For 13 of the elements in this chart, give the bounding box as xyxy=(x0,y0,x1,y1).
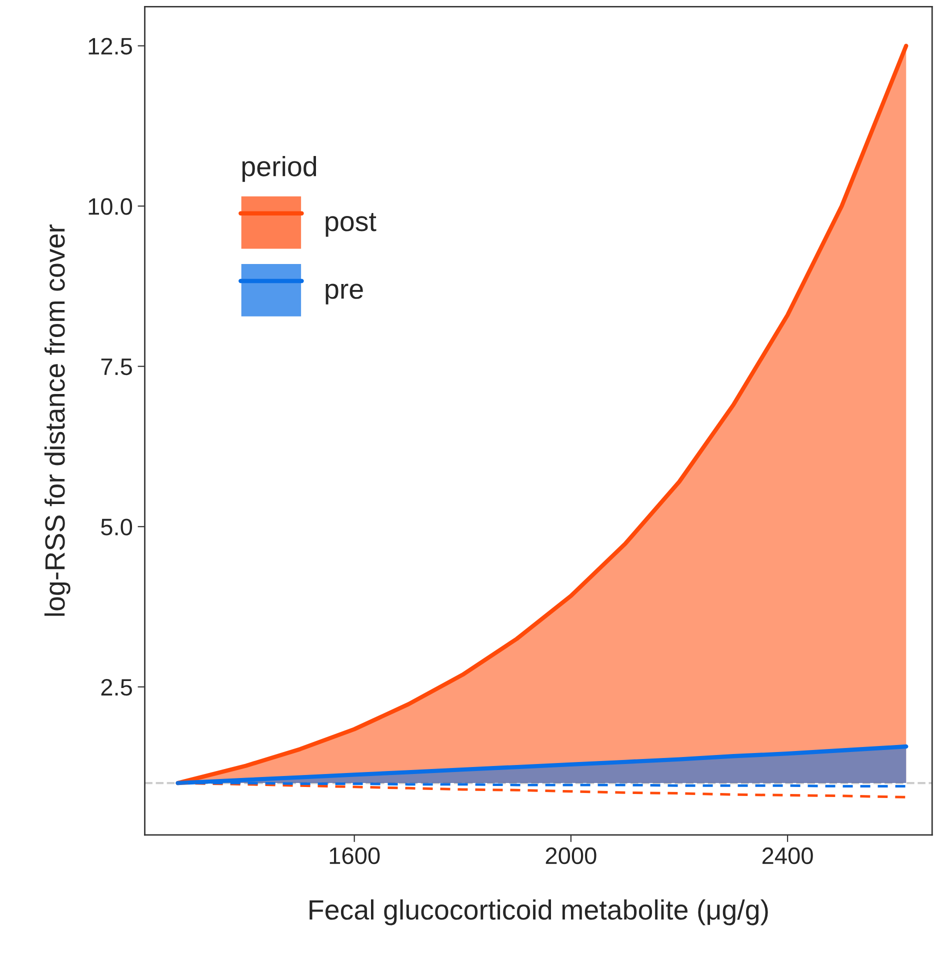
y-tick-label: 10.0 xyxy=(88,198,132,215)
x-axis-title: Fecal glucocorticoid metabolite (μg/g) xyxy=(310,899,768,926)
x-tick-label: 1600 xyxy=(330,847,380,864)
y-axis-title: log-RSS for distance from cover xyxy=(44,224,70,616)
y-tick-label: 2.5 xyxy=(101,678,132,696)
legend-title: period xyxy=(242,156,316,182)
x-tick-label: 2000 xyxy=(546,847,596,864)
legend-label: pre xyxy=(326,284,363,304)
y-tick-label: 5.0 xyxy=(101,518,132,536)
y-tick-label: 12.5 xyxy=(88,38,132,55)
x-tick-label: 2400 xyxy=(762,847,813,864)
legend-label: post xyxy=(326,213,376,237)
y-tick-label: 7.5 xyxy=(101,358,132,376)
